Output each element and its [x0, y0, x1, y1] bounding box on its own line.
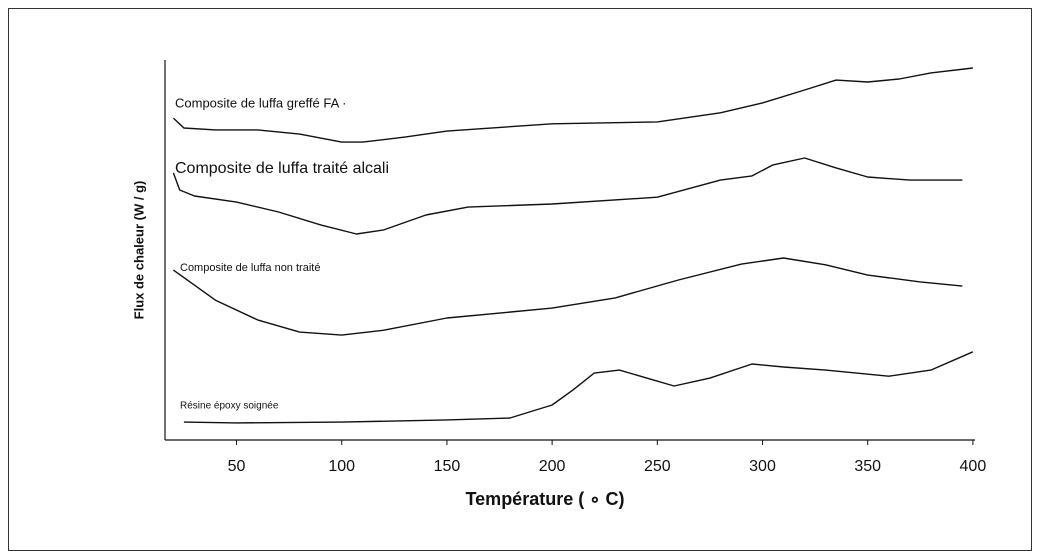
curve-label: Composite de luffa traité alcali [175, 160, 389, 177]
x-tick-label: 50 [228, 458, 246, 475]
x-tick-label: 100 [328, 458, 355, 475]
curve [172, 257, 963, 336]
curve-label: Résine époxy soignée [180, 401, 279, 412]
x-tick-label: 300 [749, 458, 776, 475]
y-axis-label: Flux de chaleur (W / g) [131, 181, 146, 320]
frame [8, 8, 1032, 551]
x-tick-label: 400 [960, 458, 987, 475]
x-tick-label: 250 [644, 458, 671, 475]
curve [172, 67, 973, 143]
curve-label: Composite de luffa non traité [180, 262, 320, 274]
x-tick-label: 150 [434, 458, 461, 475]
curve [183, 351, 974, 424]
x-tick-label: 350 [854, 458, 881, 475]
x-axis-label: Température ( ∘ C) [466, 489, 625, 509]
curve [172, 157, 963, 235]
x-tick-label: 200 [539, 458, 566, 475]
curve-label: Composite de luffa greffé FA · [175, 95, 347, 110]
